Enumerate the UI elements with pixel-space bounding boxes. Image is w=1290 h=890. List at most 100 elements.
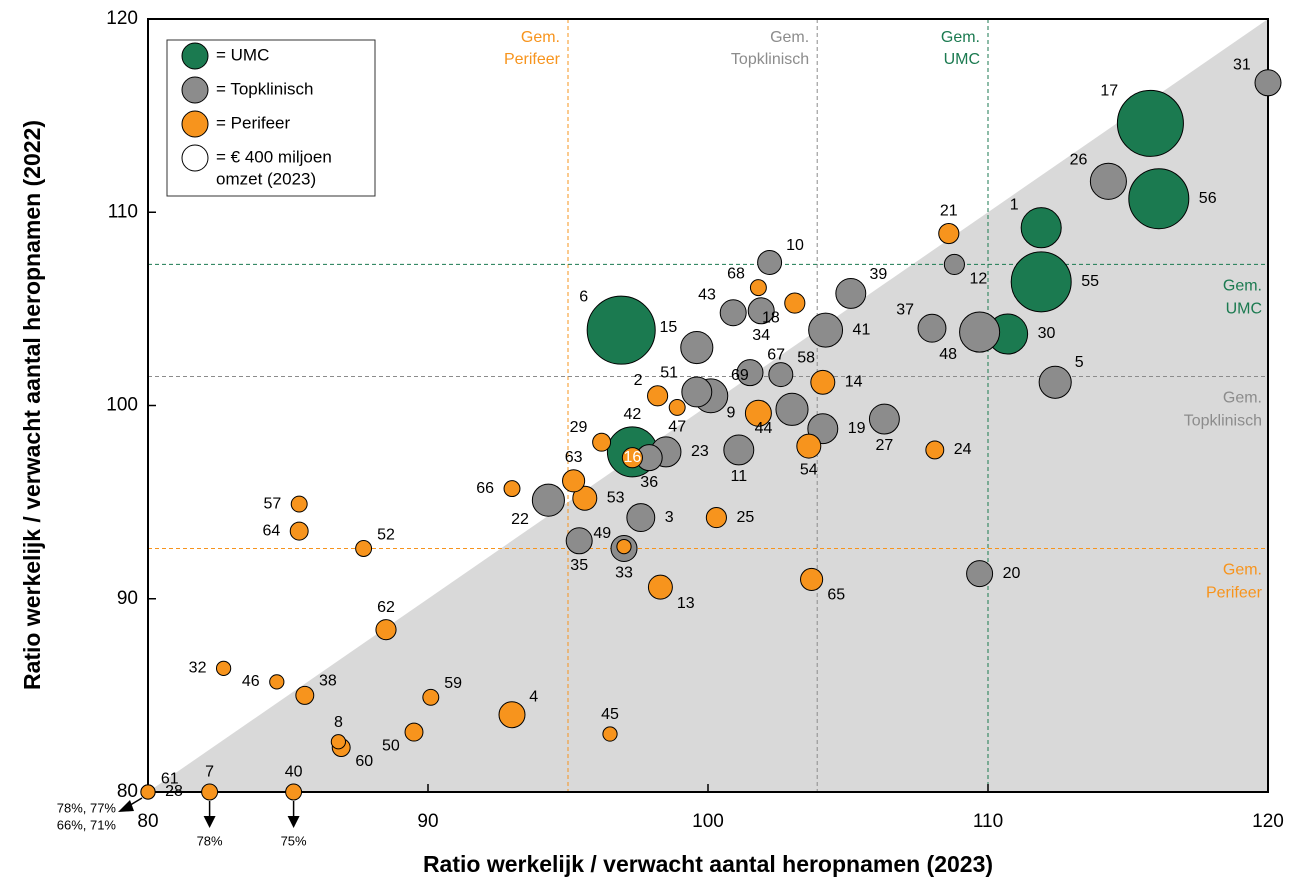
reference-label: Topklinisch <box>1184 413 1262 430</box>
bubble <box>621 447 643 469</box>
reference-label: Perifeer <box>1206 585 1263 602</box>
bubble <box>1038 365 1072 399</box>
bubble-label: 3 <box>665 509 674 526</box>
bubble-label: 68 <box>727 265 745 282</box>
bubble-label: 31 <box>1233 57 1251 74</box>
bubble-label: 39 <box>870 266 888 283</box>
bubble <box>749 279 767 297</box>
bubble-label: 15 <box>659 319 677 336</box>
bubble-label: 2 <box>634 372 643 389</box>
bubble <box>835 277 867 309</box>
bubble <box>747 297 775 325</box>
legend-swatch <box>181 110 209 138</box>
bubble <box>810 369 836 395</box>
offscale-note: 78% <box>197 833 223 848</box>
y-tick-label: 90 <box>117 588 138 609</box>
legend-label: = Perifeer <box>216 113 291 132</box>
bubble <box>626 503 656 533</box>
bubble-label: 47 <box>668 419 686 436</box>
legend-size-swatch <box>181 144 209 172</box>
bubble-label: 14 <box>845 374 863 391</box>
bubble <box>784 292 806 314</box>
bubble <box>796 433 822 459</box>
bubble-label: 36 <box>640 474 658 491</box>
bubble <box>215 660 232 676</box>
bubble-label: 64 <box>262 522 280 539</box>
bubble <box>616 538 632 555</box>
bubble <box>289 521 309 541</box>
bubble-label: 66 <box>476 480 494 497</box>
bubble <box>1010 251 1072 313</box>
bubble-label: 46 <box>242 673 260 690</box>
bubble <box>355 540 373 557</box>
bubble-label: 23 <box>691 443 709 460</box>
bubble <box>290 495 308 513</box>
bubble-label: 48 <box>939 346 957 363</box>
bubble-label: 1 <box>1010 196 1019 213</box>
bubble-label: 20 <box>1003 565 1021 582</box>
bubble-label: 10 <box>786 237 804 254</box>
bubble <box>938 222 960 245</box>
bubble <box>375 619 397 641</box>
y-tick-label: 100 <box>106 395 138 416</box>
x-tick-label: 80 <box>137 811 158 832</box>
legend-size-label: = € 400 miljoen <box>216 147 332 166</box>
bubble-labels: 6175655421304826416915544223951271911233… <box>161 57 1251 800</box>
bubble <box>592 432 612 452</box>
bubble-label: 18 <box>762 309 780 326</box>
bubble <box>757 250 783 275</box>
bubble-label: 50 <box>382 738 400 755</box>
bubble <box>647 385 669 407</box>
bubble-label: 4 <box>529 689 538 706</box>
offscale-arrowhead <box>287 816 300 828</box>
reference-label: UMC <box>1226 301 1262 318</box>
bubble-label: 22 <box>511 511 529 528</box>
bubble-label: 55 <box>1081 273 1099 290</box>
bubble-label: 61 <box>161 770 179 787</box>
bubble <box>668 398 686 416</box>
bubble <box>295 685 315 705</box>
bubble-label: 26 <box>1070 152 1088 169</box>
bubble-label: 11 <box>730 468 747 485</box>
bubble <box>1254 69 1282 97</box>
bubble-label: 54 <box>800 461 818 478</box>
bubble <box>647 574 673 600</box>
x-axis-title: Ratio werkelijk / verwacht aantal heropn… <box>423 851 993 877</box>
bubble-label: 7 <box>205 763 214 780</box>
bubble <box>404 722 424 742</box>
bubble-label: 60 <box>355 753 373 770</box>
legend-size-label: omzet (2023) <box>216 169 316 188</box>
bubble-label: 52 <box>377 526 395 543</box>
bubble-label: 16 <box>624 449 642 466</box>
bubble-label: 21 <box>940 203 958 220</box>
x-tick-label: 120 <box>1252 811 1284 832</box>
offscale-note: 66%, 71% <box>57 817 117 832</box>
bubble <box>330 734 347 750</box>
bubble-label: 13 <box>677 595 695 612</box>
bubble-label: 19 <box>848 420 866 437</box>
bubble-label: 57 <box>263 495 281 512</box>
bubble <box>586 295 656 365</box>
offscale-arrowhead <box>203 816 216 828</box>
bubble-label: 69 <box>731 367 749 384</box>
bubble-label: 65 <box>827 586 845 603</box>
bubble <box>808 312 844 348</box>
bubble <box>681 376 713 408</box>
bubble <box>680 330 714 365</box>
bubble-label: 28 <box>165 783 183 800</box>
legend-label: = Topklinisch <box>216 79 314 98</box>
offscale-note: 78%, 77% <box>57 800 117 815</box>
bubble <box>572 485 598 511</box>
bubble-label: 44 <box>755 420 773 437</box>
bubble-label: 58 <box>797 349 815 366</box>
x-tick-label: 100 <box>692 811 724 832</box>
bubble-label: 45 <box>601 706 619 723</box>
bubble-label: 53 <box>607 489 625 506</box>
bubble <box>736 359 764 387</box>
bubble <box>602 726 618 742</box>
reference-label: Topklinisch <box>731 51 809 68</box>
y-axis-title: Ratio werkelijk / verwacht aantal heropn… <box>19 120 45 690</box>
y-tick-label: 80 <box>117 781 138 802</box>
